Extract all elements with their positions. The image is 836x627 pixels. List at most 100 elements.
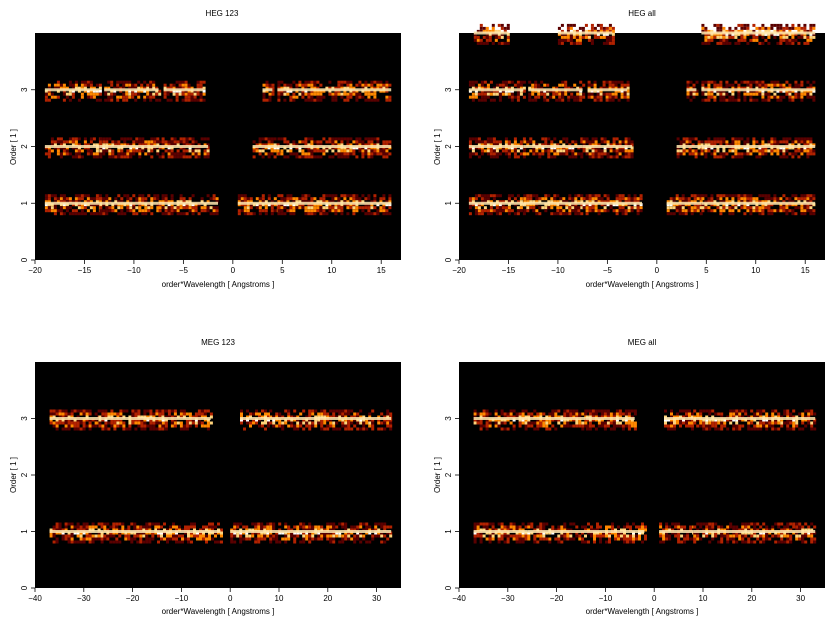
heatmap-segment bbox=[523, 194, 584, 216]
heatmap-segment bbox=[473, 23, 510, 45]
heatmap-segment bbox=[527, 409, 588, 431]
heatmap-segment bbox=[686, 80, 699, 102]
heatmap-segment bbox=[99, 194, 160, 216]
y-tick-label: 3 bbox=[444, 416, 453, 421]
y-tick-label: 3 bbox=[20, 87, 29, 92]
panel-title: HEG all bbox=[628, 9, 656, 18]
x-tick-label: 5 bbox=[704, 266, 709, 275]
heatmap-segment bbox=[582, 137, 634, 159]
y-axis-ticks: 0 1 2 3 bbox=[20, 416, 35, 590]
heatmap-segment bbox=[157, 522, 223, 544]
y-tick-label: 1 bbox=[20, 200, 29, 205]
heatmap-segment bbox=[252, 137, 280, 159]
heatmap-segment bbox=[103, 522, 158, 544]
heatmap-segment bbox=[277, 80, 392, 102]
heatmap-segment bbox=[701, 194, 816, 216]
y-tick-label: 1 bbox=[444, 200, 453, 205]
y-axis-ticks: 0 1 2 3 bbox=[20, 87, 35, 262]
heatmap-segment bbox=[473, 522, 528, 544]
heatmap-segment bbox=[585, 409, 637, 431]
x-tick-label: −10 bbox=[599, 594, 613, 603]
y-tick-label: 0 bbox=[444, 257, 453, 262]
x-tick-label: −20 bbox=[28, 266, 42, 275]
heatmap-segment bbox=[269, 409, 393, 431]
heatmap-segment bbox=[693, 409, 817, 431]
x-tick-label: 0 bbox=[655, 266, 660, 275]
heatmap-segment bbox=[240, 409, 270, 431]
x-tick-label: −15 bbox=[502, 266, 516, 275]
heatmap-bands bbox=[468, 23, 816, 216]
heatmap-segment bbox=[666, 194, 703, 216]
heatmap-segment bbox=[587, 80, 630, 102]
y-tick-label: 2 bbox=[444, 144, 453, 149]
y-axis-ticks: 0 1 2 3 bbox=[444, 416, 459, 590]
heatmap-segment bbox=[161, 409, 213, 431]
y-tick-label: 2 bbox=[20, 472, 29, 477]
x-tick-label: 5 bbox=[280, 266, 285, 275]
heatmap-bands bbox=[49, 409, 393, 544]
heatmap-segment bbox=[468, 80, 526, 102]
x-tick-label: 10 bbox=[699, 594, 708, 603]
x-tick-label: −15 bbox=[78, 266, 92, 275]
x-axis-ticks: −20 −15 −10 −5 0 5 10 15 bbox=[28, 260, 386, 275]
x-tick-label: 30 bbox=[796, 594, 805, 603]
heatmap-segment bbox=[269, 522, 393, 544]
x-axis-label: order*Wavelength [ Angstroms ] bbox=[162, 607, 275, 616]
y-tick-label: 0 bbox=[20, 257, 29, 262]
heatmap-segment bbox=[163, 80, 206, 102]
x-tick-label: −20 bbox=[550, 594, 564, 603]
y-tick-label: 2 bbox=[444, 472, 453, 477]
y-tick-label: 0 bbox=[20, 585, 29, 590]
heatmap-segment bbox=[527, 522, 582, 544]
heatmap-segment bbox=[473, 409, 528, 431]
y-axis-label: Order [ 1 ] bbox=[433, 129, 442, 165]
x-tick-label: −10 bbox=[175, 594, 189, 603]
y-axis-label: Order [ 1 ] bbox=[9, 457, 18, 493]
heatmap-segment bbox=[44, 80, 102, 102]
x-tick-label: 20 bbox=[747, 594, 756, 603]
x-tick-label: −5 bbox=[603, 266, 613, 275]
panel-heg-123: HEG 123 −20 −15 −10 −5 0 5 10 15 0 1 2 3 order*Wav… bbox=[9, 9, 401, 289]
x-axis-ticks: −40 −30 −20 −10 0 10 20 30 bbox=[28, 588, 382, 603]
x-tick-label: 10 bbox=[327, 266, 336, 275]
panel-meg-all: MEG all −40 −30 −20 −10 0 10 20 30 0 1 2 3 order*W… bbox=[433, 338, 825, 616]
x-tick-label: −30 bbox=[77, 594, 91, 603]
x-tick-label: 30 bbox=[372, 594, 381, 603]
panel-heg-all: HEG all −20 −15 −10 −5 0 5 10 15 0 1 2 3 order*Wav… bbox=[433, 9, 825, 289]
y-tick-label: 3 bbox=[20, 416, 29, 421]
x-tick-label: −20 bbox=[126, 594, 140, 603]
x-axis-ticks: −20 −15 −10 −5 0 5 10 15 bbox=[452, 260, 810, 275]
heatmap-segment bbox=[581, 522, 647, 544]
heatmap-segment bbox=[701, 80, 816, 102]
y-axis-label: Order [ 1 ] bbox=[9, 129, 18, 165]
x-tick-label: −40 bbox=[28, 594, 42, 603]
heatmap-bands bbox=[473, 409, 817, 544]
x-tick-label: −10 bbox=[127, 266, 141, 275]
x-tick-label: 10 bbox=[751, 266, 760, 275]
heatmap-segment bbox=[49, 409, 101, 431]
heatmap-segment bbox=[158, 194, 219, 216]
heatmap-segment bbox=[557, 23, 615, 45]
y-axis-ticks: 0 1 2 3 bbox=[444, 87, 459, 262]
heatmap-segment bbox=[528, 80, 586, 102]
heatmap-segment bbox=[693, 522, 817, 544]
heatmap-segment bbox=[237, 194, 280, 216]
heatmap-segment bbox=[701, 137, 816, 159]
x-tick-label: −40 bbox=[452, 594, 466, 603]
heatmap-segment bbox=[99, 137, 160, 159]
x-tick-label: 0 bbox=[652, 594, 657, 603]
x-axis-label: order*Wavelength [ Angstroms ] bbox=[586, 280, 699, 289]
x-tick-label: 10 bbox=[275, 594, 284, 603]
x-axis-ticks: −40 −30 −20 −10 0 10 20 30 bbox=[452, 588, 806, 603]
panel-title: MEG 123 bbox=[201, 338, 235, 347]
heatmap-segment bbox=[158, 137, 210, 159]
x-tick-label: 20 bbox=[323, 594, 332, 603]
x-axis-label: order*Wavelength [ Angstroms ] bbox=[162, 280, 275, 289]
x-tick-label: −30 bbox=[501, 594, 515, 603]
y-axis-label: Order [ 1 ] bbox=[433, 457, 442, 493]
heatmap-segment bbox=[262, 80, 275, 102]
heatmap-bands bbox=[44, 80, 392, 216]
x-tick-label: 15 bbox=[801, 266, 810, 275]
x-tick-label: 0 bbox=[231, 266, 236, 275]
panel-title: HEG 123 bbox=[206, 9, 239, 18]
